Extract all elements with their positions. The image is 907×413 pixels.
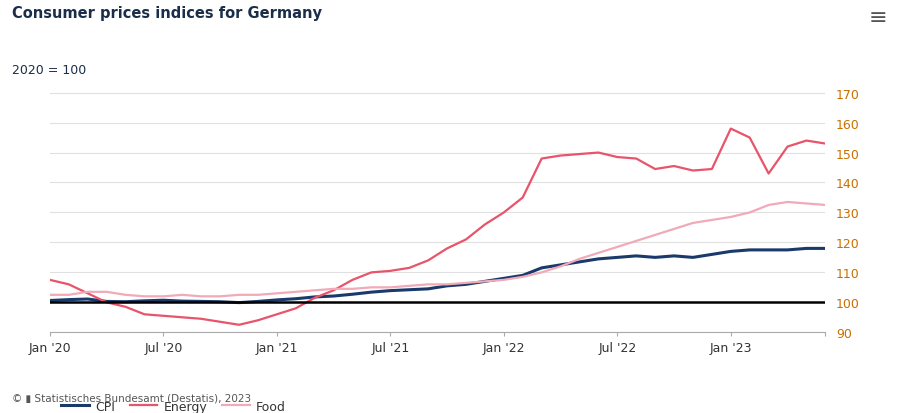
Text: © ▮ Statistisches Bundesamt (Destatis), 2023: © ▮ Statistisches Bundesamt (Destatis), …: [12, 393, 251, 403]
Text: Consumer prices indices for Germany: Consumer prices indices for Germany: [12, 6, 322, 21]
Text: ≡: ≡: [868, 8, 887, 28]
Text: 2020 = 100: 2020 = 100: [12, 64, 86, 77]
Legend: CPI, Energy, Food: CPI, Energy, Food: [56, 394, 291, 413]
